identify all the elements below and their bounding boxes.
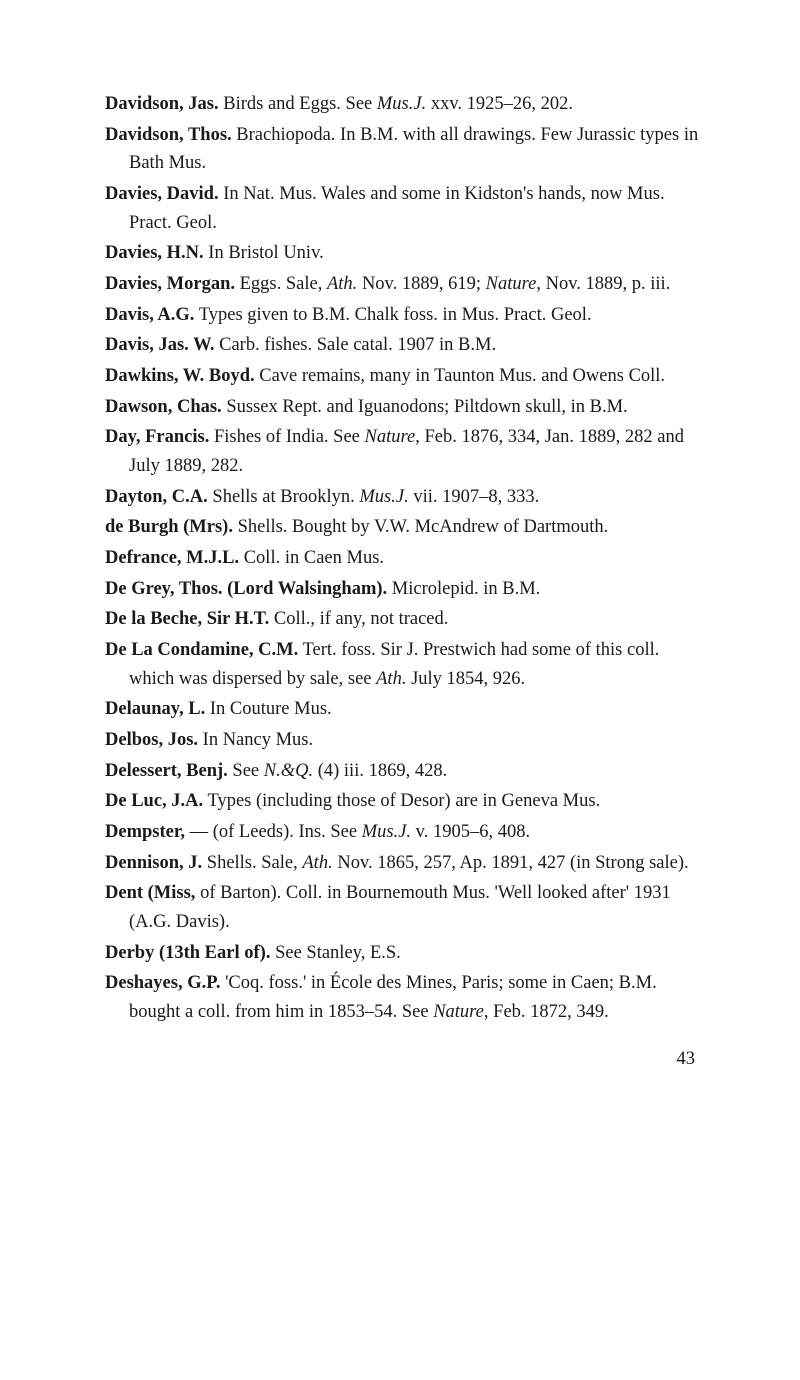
entry-5: Davis, A.G. Types given to B.M. Chalk fo… bbox=[105, 301, 705, 330]
entry-21: Dennison, J. Shells. Sale, Ath. Nov. 186… bbox=[105, 849, 705, 878]
page-content: Davidson, Jas. Birds and Eggs. See Mus.J… bbox=[0, 0, 800, 1134]
entry-23: Derby (13th Earl of). See Stanley, E.S. bbox=[105, 939, 705, 968]
entry-9: Day, Francis. Fishes of India. See Natur… bbox=[105, 423, 705, 480]
entry-2: Davies, David. In Nat. Mus. Wales and so… bbox=[105, 180, 705, 237]
entry-12: Defrance, M.J.L. Coll. in Caen Mus. bbox=[105, 544, 705, 573]
entry-19: De Luc, J.A. Types (including those of D… bbox=[105, 787, 705, 816]
entry-11: de Burgh (Mrs). Shells. Bought by V.W. M… bbox=[105, 513, 705, 542]
entry-24: Deshayes, G.P. 'Coq. foss.' in École des… bbox=[105, 969, 705, 1026]
entry-7: Dawkins, W. Boyd. Cave remains, many in … bbox=[105, 362, 705, 391]
entry-13: De Grey, Thos. (Lord Walsingham). Microl… bbox=[105, 575, 705, 604]
page-number: 43 bbox=[105, 1045, 705, 1074]
entry-16: Delaunay, L. In Couture Mus. bbox=[105, 695, 705, 724]
entry-0: Davidson, Jas. Birds and Eggs. See Mus.J… bbox=[105, 90, 705, 119]
entry-6: Davis, Jas. W. Carb. fishes. Sale catal.… bbox=[105, 331, 705, 360]
entry-10: Dayton, C.A. Shells at Brooklyn. Mus.J. … bbox=[105, 483, 705, 512]
entry-18: Delessert, Benj. See N.&Q. (4) iii. 1869… bbox=[105, 757, 705, 786]
entry-4: Davies, Morgan. Eggs. Sale, Ath. Nov. 18… bbox=[105, 270, 705, 299]
entry-22: Dent (Miss, of Barton). Coll. in Bournem… bbox=[105, 879, 705, 936]
entry-14: De la Beche, Sir H.T. Coll., if any, not… bbox=[105, 605, 705, 634]
entry-8: Dawson, Chas. Sussex Rept. and Iguanodon… bbox=[105, 393, 705, 422]
entry-1: Davidson, Thos. Brachiopoda. In B.M. wit… bbox=[105, 121, 705, 178]
entry-3: Davies, H.N. In Bristol Univ. bbox=[105, 239, 705, 268]
entry-17: Delbos, Jos. In Nancy Mus. bbox=[105, 726, 705, 755]
entry-20: Dempster, — (of Leeds). Ins. See Mus.J. … bbox=[105, 818, 705, 847]
entries-list: Davidson, Jas. Birds and Eggs. See Mus.J… bbox=[105, 90, 705, 1027]
entry-15: De La Condamine, C.M. Tert. foss. Sir J.… bbox=[105, 636, 705, 693]
